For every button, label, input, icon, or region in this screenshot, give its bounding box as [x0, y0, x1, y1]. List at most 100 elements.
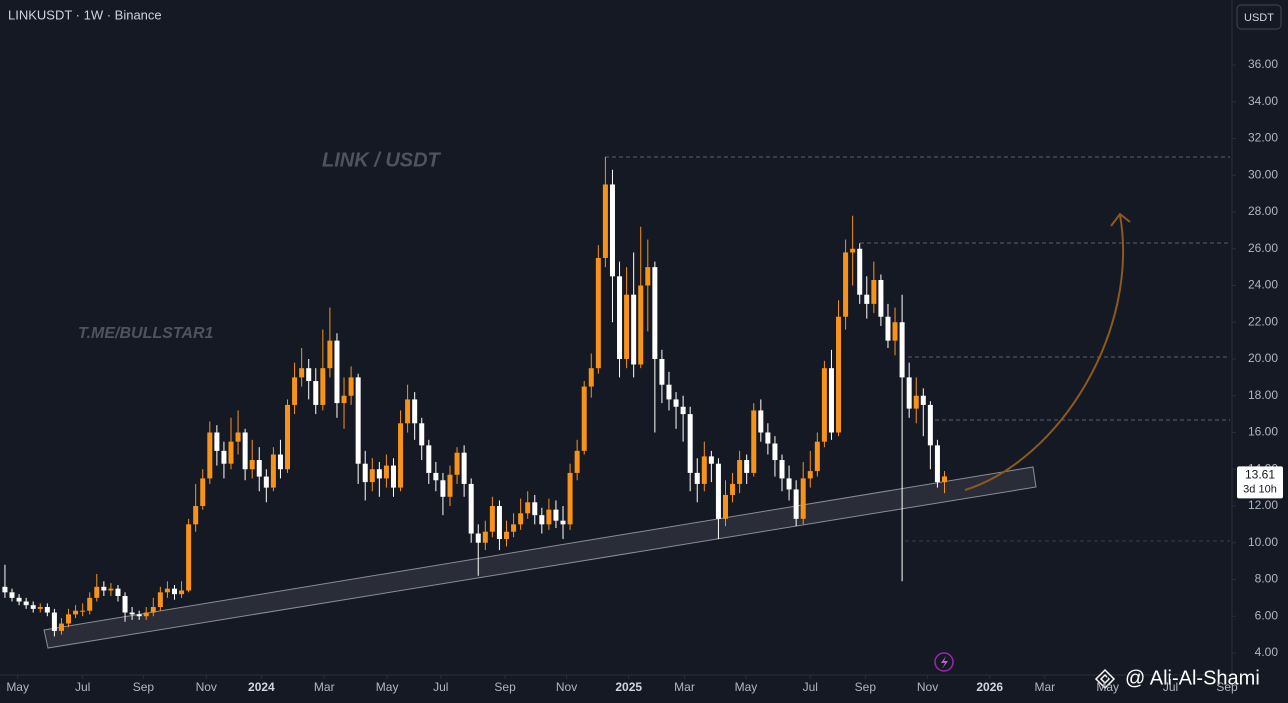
candle-body: [37, 607, 43, 609]
candle-body: [927, 404, 933, 446]
candle-body: [737, 460, 743, 484]
candle-body: [560, 520, 566, 525]
candle-body: [461, 452, 467, 484]
x-tick-label: Jul: [433, 680, 448, 694]
candle-body: [687, 414, 693, 473]
x-tick-label: 2026: [976, 680, 1003, 694]
candle-body: [701, 456, 707, 484]
candle-body: [136, 614, 142, 617]
candle-body: [249, 460, 255, 470]
candle-body: [482, 531, 488, 543]
candle-body: [292, 377, 298, 405]
y-tick-label: 28.00: [1248, 204, 1278, 218]
candle-body: [518, 513, 524, 525]
candle-body: [143, 612, 149, 617]
candle-body: [546, 509, 552, 525]
x-tick-label: Sep: [133, 680, 155, 694]
candle-body: [228, 441, 234, 464]
y-tick-label: 32.00: [1248, 131, 1278, 145]
candles: [2, 156, 947, 637]
candle-body: [920, 395, 926, 405]
candle-body: [320, 368, 326, 405]
candle-body: [941, 476, 947, 483]
candle-body: [101, 586, 107, 591]
x-tick-label: Nov: [917, 680, 938, 694]
candle-body: [475, 533, 481, 543]
event-icon[interactable]: [934, 652, 954, 672]
chart-title: LINKUSDT · 1W · Binance: [8, 7, 162, 22]
candle-body: [772, 443, 778, 461]
candle-body: [652, 267, 658, 359]
candle-body: [624, 294, 630, 359]
candle-body: [496, 505, 502, 540]
candle-body: [362, 463, 368, 483]
y-tick-label: 36.00: [1248, 57, 1278, 71]
candle-body: [108, 588, 114, 591]
candle-body: [355, 377, 361, 464]
candle-body: [609, 184, 615, 277]
candle-body: [708, 456, 714, 464]
candle-body: [419, 423, 425, 446]
y-tick-label: 24.00: [1248, 278, 1278, 292]
candle-body: [412, 399, 418, 424]
candle-body: [843, 252, 849, 317]
candle-body: [390, 465, 396, 488]
y-tick-label: 30.00: [1248, 167, 1278, 181]
candle-body: [934, 445, 940, 483]
candle-body: [864, 294, 870, 304]
candle-body: [327, 340, 333, 369]
candle-body: [2, 586, 8, 593]
candle-body: [58, 623, 64, 631]
candle-body: [285, 404, 291, 470]
candle-body: [857, 248, 863, 295]
x-tick-label: Mar: [1034, 680, 1055, 694]
candle-body: [751, 410, 757, 473]
candle-body: [525, 502, 531, 514]
candle-body: [885, 316, 891, 341]
candle-body: [836, 316, 842, 433]
candle-body: [348, 377, 354, 396]
candle-body: [313, 381, 319, 405]
candle-body: [595, 257, 601, 369]
y-tick-label: 20.00: [1248, 351, 1278, 365]
candle-body: [673, 399, 679, 407]
x-tick-label: May: [1096, 680, 1119, 694]
candle-body: [567, 472, 573, 525]
candle-body: [588, 368, 594, 387]
candle-body: [793, 489, 799, 519]
x-tick-label: May: [376, 680, 399, 694]
currency-label[interactable]: USDT: [1244, 12, 1274, 24]
candle-body: [694, 472, 700, 484]
candle-body: [200, 478, 206, 506]
candle-body: [828, 368, 834, 433]
candle-body: [306, 368, 312, 382]
y-tick-label: 18.00: [1248, 388, 1278, 402]
candle-body: [906, 377, 912, 409]
candle-body: [850, 248, 856, 253]
candle-body: [553, 509, 559, 521]
currency-button[interactable]: [1236, 4, 1282, 30]
candle-body: [150, 607, 156, 613]
y-tick-label: 10.00: [1248, 535, 1278, 549]
candle-body: [913, 395, 919, 409]
candle-body: [814, 441, 820, 472]
candle-body: [341, 395, 347, 404]
candle-body: [171, 588, 177, 595]
last-price-label: 13.61: [1245, 468, 1275, 482]
candle-body: [631, 294, 637, 365]
candle-body: [235, 432, 241, 442]
candle-body: [207, 432, 213, 479]
candle-body: [157, 592, 163, 608]
candle-body: [468, 483, 474, 534]
candle-body: [73, 610, 79, 615]
x-tick-label: Sep: [1216, 680, 1238, 694]
candle-body: [715, 463, 721, 519]
candle-body: [80, 610, 86, 612]
candle-body: [44, 607, 50, 613]
candle-body: [447, 474, 453, 497]
candle-body: [398, 423, 404, 488]
candle-body: [66, 614, 72, 624]
candle-body: [51, 612, 57, 631]
